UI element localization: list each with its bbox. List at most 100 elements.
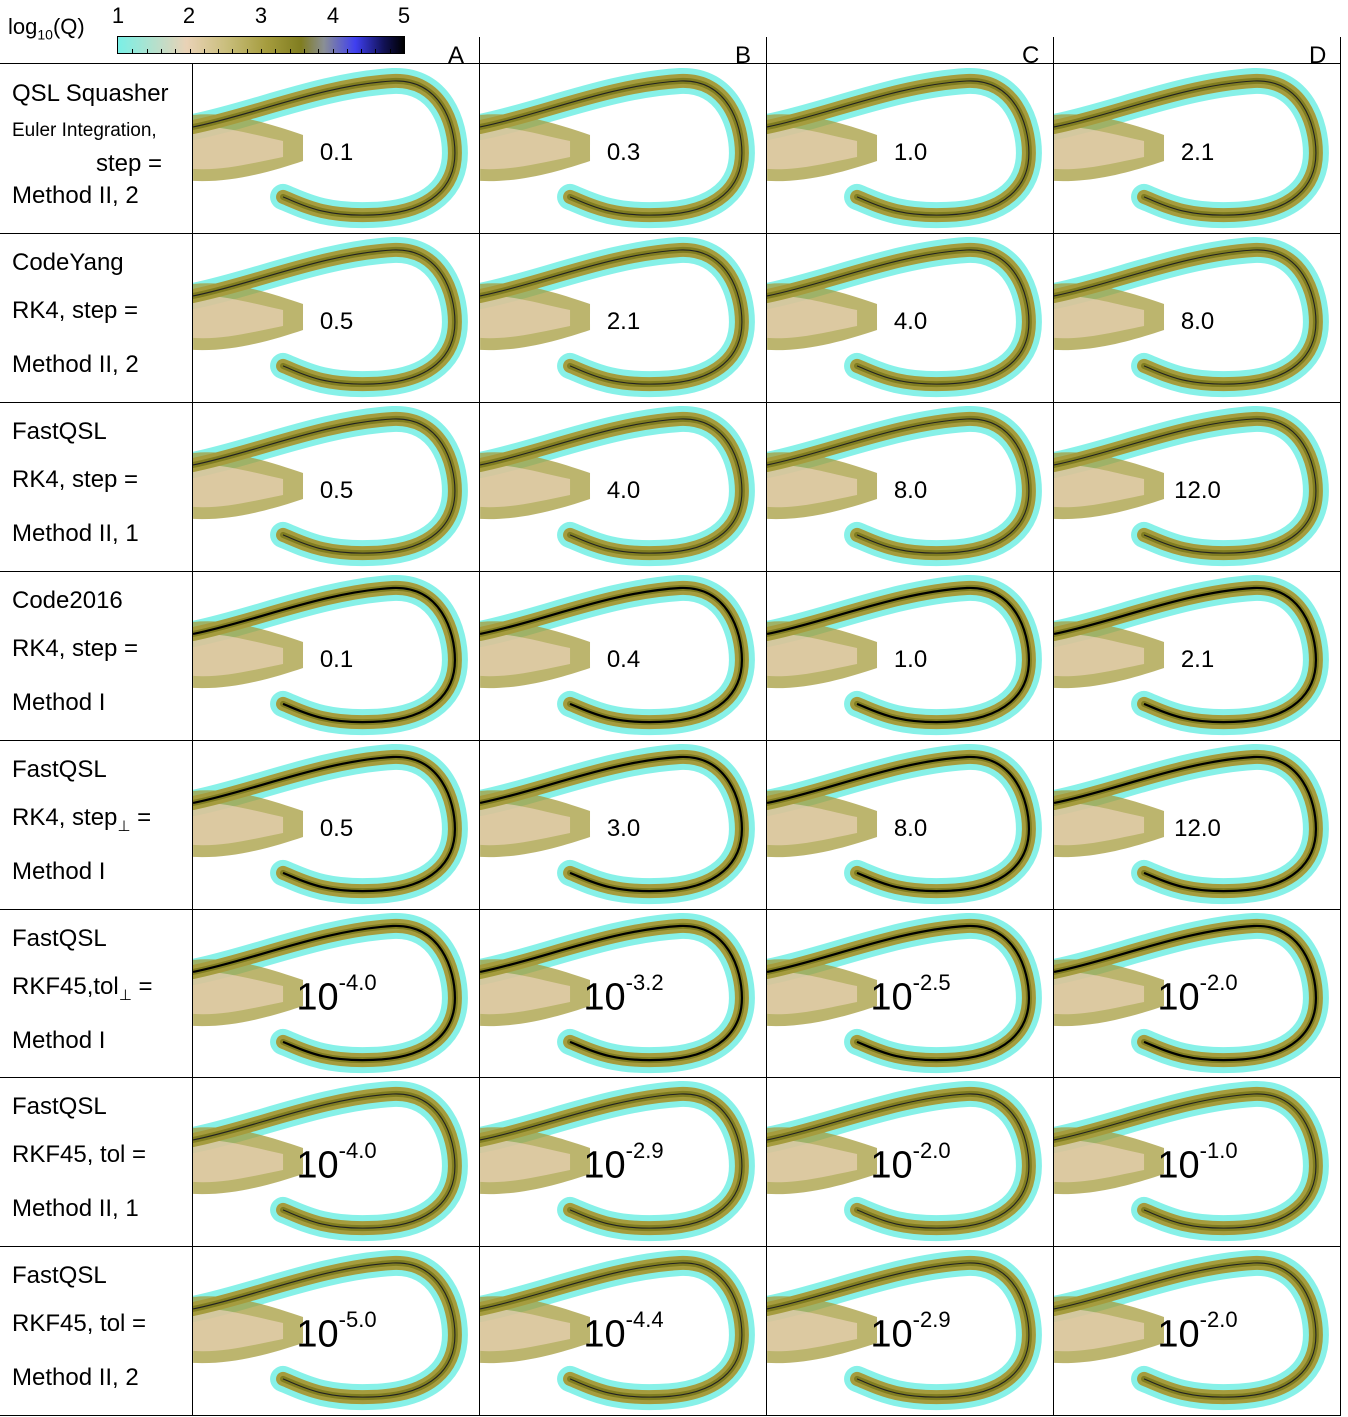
qsl-interior bbox=[590, 1120, 725, 1210]
qsl-map-panel: 0.4 bbox=[480, 572, 767, 740]
row-label-step: step = bbox=[95, 150, 162, 177]
qsl-map-panel: 2.1 bbox=[480, 234, 767, 402]
qsl-interior bbox=[1164, 782, 1299, 872]
step-value-label: 8.0 bbox=[1180, 307, 1215, 335]
qsl-map-panel: 8.0 bbox=[1054, 234, 1341, 402]
step-value-label: 12.0 bbox=[1174, 476, 1221, 504]
qsl-separatrix-line bbox=[767, 80, 1030, 216]
qsl-interior bbox=[303, 275, 438, 365]
qsl-interior bbox=[877, 444, 1012, 534]
qsl-tail-core bbox=[1054, 802, 1145, 845]
qsl-map-panel: 2.1 bbox=[1054, 65, 1341, 233]
qsl-tail-core bbox=[193, 464, 284, 508]
qsl-map-panel: 1.0 bbox=[767, 65, 1054, 233]
colorbar-tick-label: 4 bbox=[326, 3, 340, 28]
tolerance-exponent: -2.0 bbox=[1199, 1307, 1238, 1333]
tolerance-base: 10 bbox=[583, 1145, 626, 1188]
row-divider bbox=[0, 1246, 1341, 1248]
qsl-drop-shape bbox=[767, 1250, 1042, 1411]
qsl-interior bbox=[877, 613, 1012, 703]
qsl-drop-shape bbox=[480, 405, 755, 566]
qsl-map-panel: 10-2.0 bbox=[767, 1078, 1054, 1246]
qsl-separatrix-line bbox=[193, 80, 456, 216]
qsl-tail-core bbox=[193, 295, 284, 339]
colorbar-minor-tick bbox=[218, 49, 220, 54]
step-value-label: 2.1 bbox=[1180, 645, 1215, 673]
step-value-label: 12.0 bbox=[1174, 814, 1221, 842]
tolerance-exponent: -4.0 bbox=[338, 969, 377, 995]
row-label-method: Method II, 2 bbox=[12, 182, 139, 209]
qsl-drop-shape bbox=[1054, 1081, 1329, 1242]
qsl-separatrix-line bbox=[1054, 1093, 1317, 1230]
qsl-interior bbox=[590, 444, 725, 534]
column-divider bbox=[1053, 37, 1054, 1415]
qsl-tail-core bbox=[1054, 1308, 1145, 1352]
qsl-interior bbox=[303, 1120, 438, 1210]
step-value-label: 2.1 bbox=[606, 307, 641, 335]
qsl-tail-core bbox=[767, 295, 858, 339]
qsl-separatrix-line bbox=[480, 249, 743, 385]
qsl-separatrix-line bbox=[480, 586, 744, 723]
qsl-separatrix-line bbox=[193, 1093, 456, 1230]
qsl-map-panel: 10-3.2 bbox=[480, 910, 767, 1078]
column-letter-a: A bbox=[448, 42, 465, 69]
qsl-map-panel: 10-1.0 bbox=[1054, 1078, 1341, 1246]
qsl-drop-shape bbox=[480, 1250, 755, 1411]
tolerance-base: 10 bbox=[583, 1313, 626, 1356]
qsl-separatrix-line bbox=[193, 586, 457, 723]
qsl-separatrix-line bbox=[480, 755, 744, 892]
row-label-integrator: RKF45,tol⊥ = bbox=[12, 973, 152, 1004]
qsl-separatrix-line bbox=[767, 1262, 1030, 1398]
tolerance-base: 10 bbox=[870, 1145, 913, 1188]
qsl-map-panel: 0.1 bbox=[193, 572, 480, 740]
row-label-equals: = bbox=[131, 972, 153, 1000]
row-label-code: QSL Squasher bbox=[12, 80, 169, 107]
row-divider bbox=[0, 401, 1341, 403]
qsl-drop-shape bbox=[480, 912, 755, 1073]
row-label-integrator-text: RKF45, tol = bbox=[12, 1310, 147, 1338]
qsl-drop-shape bbox=[480, 743, 755, 904]
tolerance-base: 10 bbox=[870, 1313, 913, 1356]
tolerance-exponent: -2.5 bbox=[912, 969, 951, 995]
colorbar-minor-tick bbox=[132, 49, 134, 54]
row-divider bbox=[0, 739, 1341, 741]
tolerance-exponent: -2.9 bbox=[912, 1307, 951, 1333]
colorbar-tick-label: 3 bbox=[254, 3, 268, 28]
colorbar-minor-tick bbox=[160, 49, 162, 54]
qsl-tail-core bbox=[767, 126, 858, 170]
colorbar-minor-tick bbox=[203, 49, 205, 54]
qsl-drop-shape bbox=[1054, 405, 1329, 566]
qsl-separatrix-line bbox=[767, 418, 1030, 554]
qsl-drop-shape bbox=[193, 912, 468, 1073]
row-label-integrator-text: RKF45, tol = bbox=[12, 1141, 147, 1169]
column-letter-d: D bbox=[1309, 42, 1327, 69]
qsl-map-panel: 10-2.9 bbox=[480, 1078, 767, 1246]
row-label-integrator-text: Euler Integration, bbox=[12, 120, 157, 141]
qsl-tail-core bbox=[480, 802, 571, 845]
qsl-interior bbox=[877, 782, 1012, 872]
qsl-tail-core bbox=[767, 464, 858, 508]
step-value-label: 0.5 bbox=[319, 307, 354, 335]
step-value-label: 0.5 bbox=[319, 814, 354, 842]
qsl-separatrix-line bbox=[480, 80, 743, 216]
qsl-separatrix-line bbox=[1054, 755, 1318, 892]
column-divider bbox=[479, 37, 480, 1415]
qsl-tail-core bbox=[767, 802, 858, 845]
qsl-drop-shape bbox=[767, 574, 1042, 735]
qsl-drop-shape bbox=[193, 574, 468, 735]
step-value-label: 3.0 bbox=[606, 814, 641, 842]
qsl-separatrix-line bbox=[767, 924, 1031, 1061]
qsl-interior bbox=[877, 1289, 1012, 1379]
qsl-tail-core bbox=[193, 126, 284, 170]
column-letter-c: C bbox=[1022, 42, 1040, 69]
tolerance-value-label: 10-2.9 bbox=[767, 1307, 1054, 1357]
column-letter-b: B bbox=[735, 42, 752, 69]
row-label-integrator: RK4, step = bbox=[12, 635, 138, 663]
tolerance-exponent: -1.0 bbox=[1199, 1138, 1238, 1164]
tolerance-value-label: 10-4.0 bbox=[193, 970, 480, 1020]
qsl-tail-core bbox=[193, 1140, 284, 1183]
qsl-drop-shape bbox=[1054, 743, 1329, 904]
qsl-interior bbox=[590, 613, 725, 703]
qsl-map-panel: 10-4.0 bbox=[193, 1078, 480, 1246]
step-value-label: 1.0 bbox=[893, 645, 928, 673]
